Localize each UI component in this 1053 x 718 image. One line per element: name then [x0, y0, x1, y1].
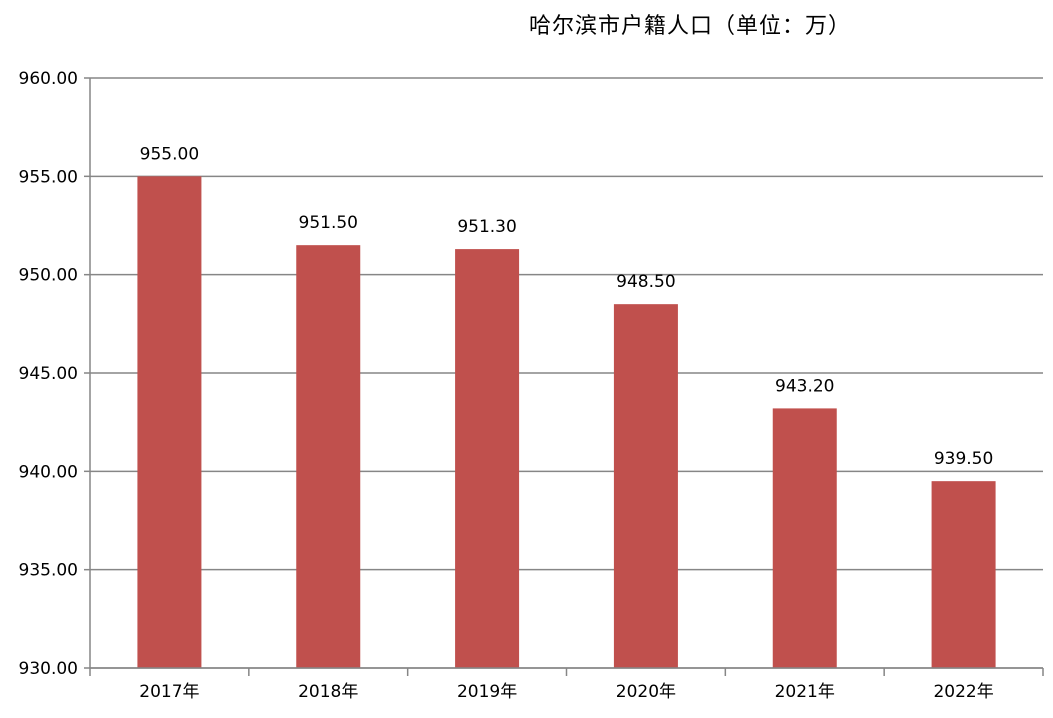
- bar: [772, 408, 837, 668]
- x-tick-label: 2018年: [298, 682, 358, 702]
- labels: 930.00 935.00 940.00 945.00 950.00 955.00 960.…: [19, 69, 994, 702]
- y-tick-label: 945.00: [19, 364, 78, 384]
- chart-title: 哈尔滨市户籍人口（单位：万）: [528, 14, 851, 39]
- data-label: 951.30: [457, 217, 516, 237]
- y-tick-label: 940.00: [19, 462, 78, 482]
- y-tick-label: 955.00: [19, 167, 78, 187]
- bar: [613, 304, 678, 668]
- bars: [137, 176, 996, 669]
- bar: [137, 176, 202, 669]
- data-label: 955.00: [140, 144, 199, 164]
- data-label: 948.50: [616, 272, 675, 292]
- y-tick-label: 950.00: [19, 266, 78, 286]
- data-label: 943.20: [775, 376, 834, 396]
- data-label: 951.50: [299, 213, 358, 233]
- x-tick-label: 2022年: [933, 682, 993, 702]
- axes: [84, 77, 1044, 676]
- x-tick-label: 2017年: [139, 682, 199, 702]
- bar: [931, 481, 996, 668]
- x-tick-label: 2019年: [457, 682, 517, 702]
- y-tick-label: 930.00: [19, 659, 78, 679]
- gridlines: [90, 77, 1043, 669]
- x-tick-label: 2020年: [616, 682, 676, 702]
- x-tick-label: 2021年: [775, 682, 835, 702]
- bar: [455, 249, 520, 668]
- y-tick-label: 935.00: [19, 561, 78, 581]
- y-tick-label: 960.00: [19, 69, 78, 89]
- data-label: 939.50: [934, 449, 993, 469]
- bar: [296, 245, 361, 668]
